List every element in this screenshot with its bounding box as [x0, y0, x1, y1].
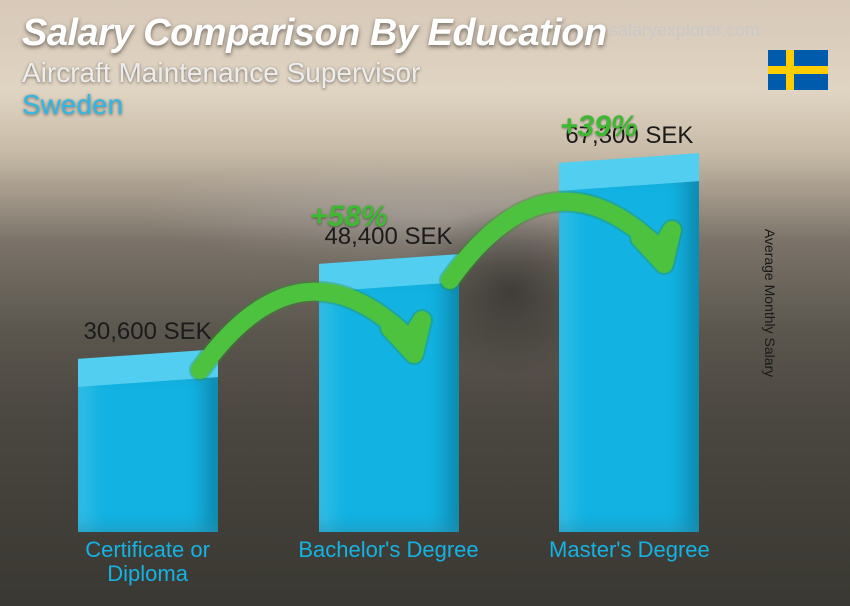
growth-arrow-icon [440, 200, 690, 360]
bar-category-label: Bachelor's Degree [289, 538, 489, 562]
bar-category-label: Master's Degree [529, 538, 729, 562]
country-label: Sweden [22, 89, 828, 121]
job-subtitle: Aircraft Maintenance Supervisor [22, 57, 828, 89]
brand-watermark: salaryexplorer.com [609, 20, 760, 41]
growth-percent-label: +58% [310, 200, 388, 234]
sweden-flag-icon [768, 50, 828, 90]
bar-chart: 30,600 SEKCertificate or Diploma48,400 S… [60, 140, 790, 586]
growth-percent-label: +39% [560, 110, 638, 144]
growth-arrow-icon [190, 290, 440, 450]
bar-category-label: Certificate or Diploma [48, 538, 248, 586]
